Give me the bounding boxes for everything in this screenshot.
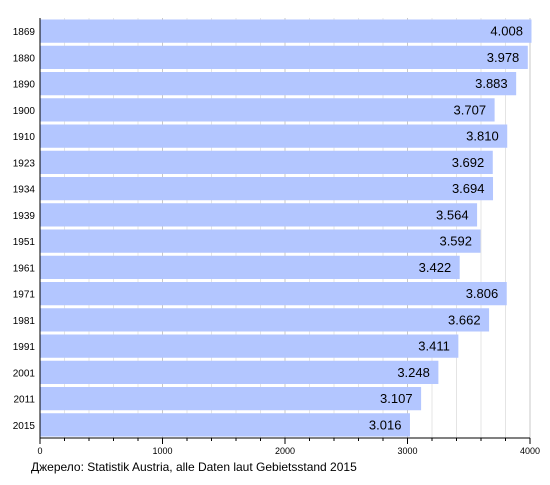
value-label: 3.978	[487, 50, 520, 65]
category-label: 1900	[13, 106, 36, 117]
bar-1890	[40, 72, 517, 96]
value-label: 3.883	[475, 76, 508, 91]
value-label: 3.806	[466, 286, 499, 301]
category-label: 2011	[13, 395, 35, 406]
x-tick-label: 1000	[152, 446, 172, 456]
bar-1971	[40, 282, 507, 306]
category-label: 1880	[13, 53, 36, 64]
value-label: 3.694	[452, 181, 485, 196]
category-label: 1961	[13, 263, 36, 274]
category-label: 1923	[13, 158, 36, 169]
value-label: 4.008	[490, 24, 523, 39]
source-note: Джерело: Statistik Austria, alle Daten l…	[31, 460, 357, 474]
bar-1951	[40, 229, 481, 253]
value-label: 3.564	[436, 207, 469, 222]
x-tick-label: 2000	[275, 446, 295, 456]
bar-2015	[40, 413, 410, 437]
value-label: 3.248	[397, 365, 430, 380]
value-label: 3.707	[454, 102, 487, 117]
category-label: 1939	[13, 211, 36, 222]
bar-1934	[40, 177, 494, 201]
value-label: 3.692	[452, 155, 485, 170]
x-tick-label: 3000	[397, 446, 417, 456]
value-label: 3.592	[439, 234, 472, 249]
category-label: 1981	[13, 316, 36, 327]
bar-2001	[40, 360, 439, 384]
category-label: 1890	[13, 80, 36, 91]
category-label: 1934	[13, 185, 36, 196]
bar-2011	[40, 387, 422, 411]
category-label: 1910	[13, 132, 36, 143]
category-label: 2001	[13, 368, 36, 379]
bar-1923	[40, 150, 493, 174]
value-label: 3.107	[380, 391, 413, 406]
value-label: 3.422	[419, 260, 452, 275]
bar-1900	[40, 98, 495, 122]
x-tick-label: 0	[37, 446, 42, 456]
category-label: 2015	[13, 421, 36, 432]
bar-1880	[40, 45, 528, 69]
x-tick-label: 4000	[520, 446, 540, 456]
category-label: 1869	[13, 27, 36, 38]
category-label: 1991	[13, 342, 36, 353]
value-label: 3.411	[418, 339, 450, 354]
bar-1939	[40, 203, 478, 227]
bar-1991	[40, 334, 459, 358]
category-label: 1971	[13, 290, 36, 301]
value-label: 3.662	[448, 312, 481, 327]
bar-1981	[40, 308, 490, 332]
category-label: 1951	[13, 237, 36, 248]
value-label: 3.016	[369, 417, 402, 432]
value-label: 3.810	[466, 129, 499, 144]
bar-1910	[40, 124, 508, 148]
bar-1961	[40, 255, 460, 279]
bar-1869	[40, 19, 532, 43]
